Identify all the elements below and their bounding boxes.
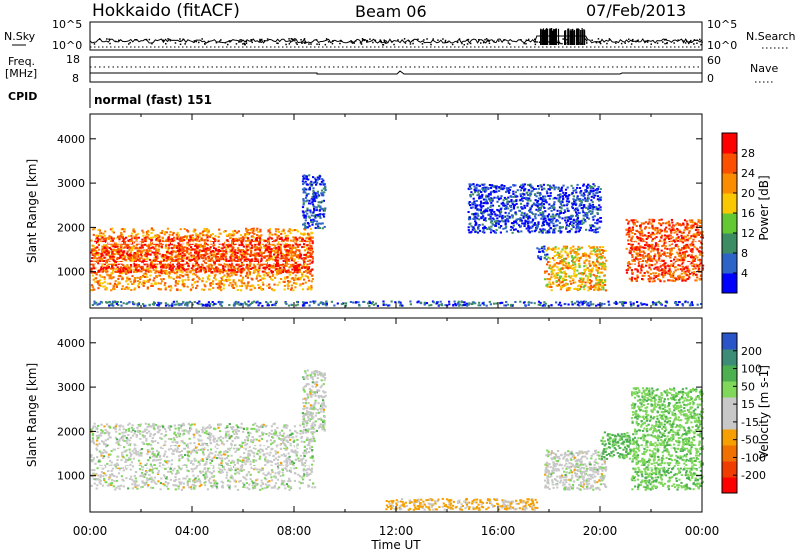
nsky-spikes	[540, 28, 586, 45]
colorbar-tick-label: -100	[741, 451, 766, 464]
nsearch-tick-top: 10^5	[707, 18, 737, 31]
nsearch-tick-bottom: 10^0	[707, 39, 737, 52]
y-tick-label: 4000	[57, 337, 85, 350]
nave-label: Nave	[750, 62, 778, 75]
velocity-colorbar: 200 100 50 15 -15 -50 -100 -200	[721, 332, 766, 494]
nsearch-label: N.Search	[746, 30, 796, 43]
nsky-frame	[89, 21, 703, 51]
y-tick-label: 1000	[57, 266, 85, 279]
velocity-panel: 1000 2000 3000 4000	[57, 317, 705, 513]
x-tick-label: 00:00	[685, 524, 720, 538]
power-colorbar: 28 24 20 16 12 8 4	[721, 132, 755, 294]
nave-tick-bottom: 0	[707, 72, 714, 85]
power-colorbar-label: Power [dB]	[757, 175, 771, 240]
x-tick-label: 20:00	[583, 524, 618, 538]
colorbar-tick-label: 28	[741, 147, 755, 160]
cpid-label: CPID	[8, 90, 37, 103]
power-frame	[89, 113, 703, 309]
y-tick-label: 2000	[57, 425, 85, 438]
beam-title: Beam 06	[355, 2, 427, 21]
freq-trace	[90, 70, 702, 75]
freq-label: Freq.	[8, 55, 35, 68]
y-tick-label: 2000	[57, 221, 85, 234]
colorbar-tick-label: 20	[741, 187, 755, 200]
colorbar-tick-label: -15	[741, 416, 759, 429]
power-ticks: 1000 2000 3000 4000	[57, 114, 703, 308]
freq-tick-top: 18	[66, 53, 80, 66]
colorbar-tick-label: 12	[741, 227, 755, 240]
velocity-y-label: Slant Range [km]	[25, 363, 39, 467]
x-axis-title: Time UT	[370, 538, 421, 552]
x-tick-label: 00:00	[73, 524, 108, 538]
colorbar-tick-label: 16	[741, 207, 755, 220]
cpid-value: normal (fast) 151	[94, 93, 212, 107]
colorbar-tick-label: 8	[741, 247, 748, 260]
nsky-tick-bottom: 10^0	[52, 39, 82, 52]
nsky-tick-top: 10^5	[52, 18, 82, 31]
station-title: Hokkaido (fitACF)	[92, 1, 240, 21]
nsky-trace	[89, 35, 703, 44]
velocity-ticks: 1000 2000 3000 4000	[57, 318, 703, 512]
x-tick-label: 12:00	[379, 524, 414, 538]
x-tick-label: 08:00	[277, 524, 312, 538]
freq-unit: [MHz]	[5, 67, 37, 80]
velocity-colorbar-label: Velocity [m s-1]	[757, 365, 771, 459]
nsky-panel	[89, 21, 703, 51]
power-y-label: Slant Range [km]	[25, 159, 39, 263]
colorbar-tick-label: 15	[741, 398, 755, 411]
y-tick-label: 4000	[57, 133, 85, 146]
freq-panel	[89, 56, 703, 83]
colorbar-tick-label: 200	[741, 345, 762, 358]
x-tick-labels: 00:00 04:00 08:00 12:00 16:00 20:00 00:00	[73, 524, 720, 538]
colorbar-tick-label: 50	[741, 380, 755, 393]
x-tick-label: 16:00	[481, 524, 516, 538]
x-tick-label: 04:00	[175, 524, 210, 538]
power-panel: 1000 2000 3000 4000	[57, 113, 705, 309]
power-data	[90, 174, 705, 307]
colorbar-tick-label: 100	[741, 363, 762, 376]
colorbar-tick-label: -200	[741, 469, 766, 482]
freq-frame	[89, 56, 703, 83]
date-title: 07/Feb/2013	[586, 1, 686, 20]
colorbar-tick-label: 24	[741, 167, 755, 180]
y-tick-label: 3000	[57, 381, 85, 394]
y-tick-label: 3000	[57, 177, 85, 190]
velocity-data	[90, 369, 705, 511]
colorbar-tick-label: -50	[741, 434, 759, 447]
colorbar-tick-label: 4	[741, 267, 748, 280]
freq-tick-bottom: 8	[72, 72, 79, 85]
nave-tick-top: 60	[707, 54, 721, 67]
nsky-label: N.Sky	[4, 30, 36, 43]
y-tick-label: 1000	[57, 470, 85, 483]
